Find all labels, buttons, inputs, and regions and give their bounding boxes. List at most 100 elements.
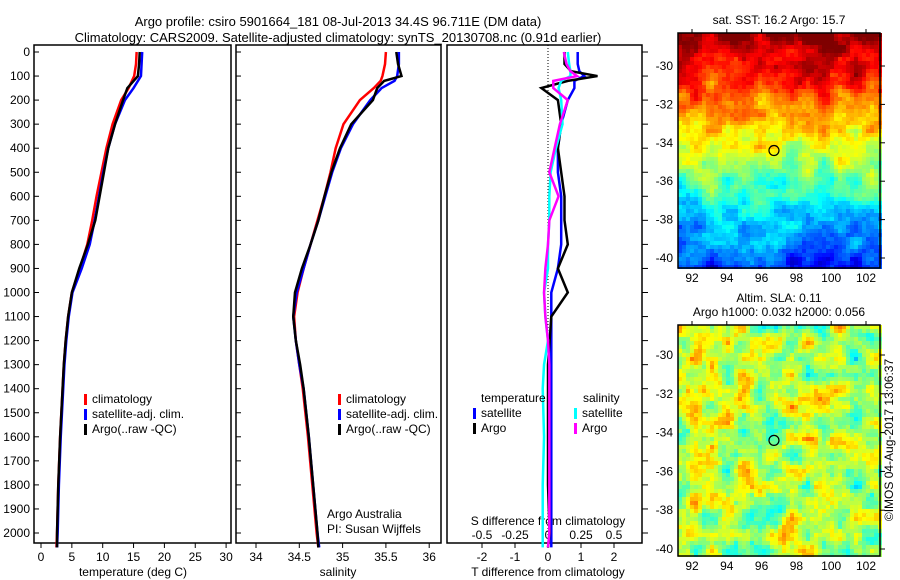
sla-map-title: Altim. SLA: 0.11 [736,291,821,305]
legend-label: Argo(..raw -QC) [346,422,431,436]
depth-tick-label: 1600 [3,430,30,444]
lat-tick-label: -34 [656,426,674,440]
sla-map-subtitle: Argo h1000: 0.032 h2000: 0.056 [693,305,865,319]
x-tick-label: 34 [249,550,263,564]
sst-map-panel: sat. SST: 16.2 Argo: 15.7 -30 -32 -34 -36 -38… [656,13,885,285]
plot-frame [235,44,442,544]
lat-tick-label: -40 [656,542,674,556]
depth-tick-label: 1100 [4,310,30,324]
annotation-line: PI: Susan Wijffels [327,522,421,536]
legend-swatch [574,423,577,434]
lon-tick-label: 96 [755,271,769,285]
plot-frame [446,44,643,544]
depth-tick-label: 1900 [3,502,30,516]
temperature-line-argo [55,51,141,548]
float-location-marker [768,144,780,157]
legend-swatch [574,408,577,419]
lon-tick-label: 94 [720,271,734,285]
legend-swatch [84,394,87,405]
legend-label: satellite-adj. clim. [92,407,184,421]
x-tick-label: 2 [611,550,618,564]
x-tick-label: 1 [578,550,585,564]
legend-swatch [473,423,476,434]
map-frame [677,32,881,269]
depth-tick-label: 900 [10,261,30,275]
legend-label: climatology [92,392,152,406]
x-tick-label: 0 [545,550,552,564]
lat-tick-label: -36 [656,464,674,478]
depth-tick-label: 200 [10,93,30,107]
x-tick-label: 34.5 [288,550,312,564]
lat-tick-label: -36 [656,174,674,188]
depth-tick-label: 1500 [3,406,30,420]
lat-tick-label: -30 [656,348,674,362]
x-tick-label: -2 [477,550,488,564]
depth-tick-label: 100 [10,69,30,83]
depth-tick-label: 1300 [3,358,30,372]
depth-tick-label: 1200 [3,334,30,348]
sst-map-image [678,33,882,269]
lat-tick-label: -40 [656,251,674,265]
lon-tick-label: 98 [790,271,804,285]
legend-heading-temperature: temperature [481,391,546,405]
float-location-marker [768,434,780,446]
legend-label: Argo [481,421,507,435]
salinity-line-argo [291,51,404,548]
credit-timestamp: ©IMOS 04-Aug-2017 13:06:37 [882,359,896,522]
legend-label: climatology [346,392,406,406]
title-line-1: Argo profile: csiro 5901664_181 08-Jul-2… [135,14,542,29]
lat-tick-label: -34 [656,136,674,150]
s-diff-tick-label: 0.25 [569,528,593,542]
title-line-2: Climatology: CARS2009. Satellite-adjuste… [75,30,602,45]
x-axis-label: T difference from climatology [471,565,625,579]
depth-tick-label: 1400 [3,382,30,396]
x-tick-label: 10 [96,550,110,564]
s-diff-tick-label: -0.5 [472,528,493,542]
s-diff-tick-label: 0.5 [606,528,623,542]
salinity-line-climatology [292,51,388,548]
depth-tick-label: 1700 [3,454,30,468]
legend-label: satellite [481,406,522,420]
lon-tick-label: 98 [790,559,804,573]
x-tick-label: 35.5 [374,550,398,564]
legend-label: Argo(..raw -QC) [92,422,177,436]
lat-tick-label: -32 [656,97,674,111]
diff-line-s-argo [542,51,581,548]
temperature-line-climatology [55,51,138,548]
x-tick-label: 20 [158,550,172,564]
x-tick-label: 35 [336,550,350,564]
difference-panel: -2 -1 0 1 2-0.5 -0.25 0 0.25 0.5S difference fro… [446,44,648,579]
legend-swatch [338,409,341,420]
x-tick-label: 15 [127,550,141,564]
depth-tick-label: 400 [10,141,30,155]
x-tick-label: 30 [219,550,233,564]
lon-tick-label: 92 [685,271,699,285]
x-axis-label: salinity [320,565,357,579]
x-tick-label: 0 [38,550,45,564]
depth-tick-label: 2000 [3,526,30,540]
salinity-panel: 34 34.5 35 35.5 36 salinity climatologysatelli… [235,44,442,579]
lon-tick-label: 92 [685,559,699,573]
x-tick-label: 25 [189,550,203,564]
depth-tick-label: 500 [10,165,30,179]
depth-tick-label: 600 [10,189,30,203]
depth-tick-label: 300 [10,117,30,131]
lat-tick-label: -38 [656,213,674,227]
legend-heading-salinity: salinity [583,391,620,405]
legend-swatch [84,424,87,435]
legend-swatch [338,394,341,405]
salinity-line-satellite-adj [291,52,401,548]
x-axis-label: temperature (deg C) [79,565,187,579]
lon-tick-label: 102 [856,271,876,285]
depth-tick-label: 800 [10,237,30,251]
depth-tick-label: 1800 [3,478,30,492]
legend-label: satellite-adj. clim. [346,407,438,421]
lon-tick-label: 96 [755,559,769,573]
x-tick-label: -1 [510,550,521,564]
legend-swatch [338,424,341,435]
depth-tick-label: 1000 [3,286,30,300]
lat-tick-label: -32 [656,387,674,401]
x-tick-label: 36 [423,550,437,564]
